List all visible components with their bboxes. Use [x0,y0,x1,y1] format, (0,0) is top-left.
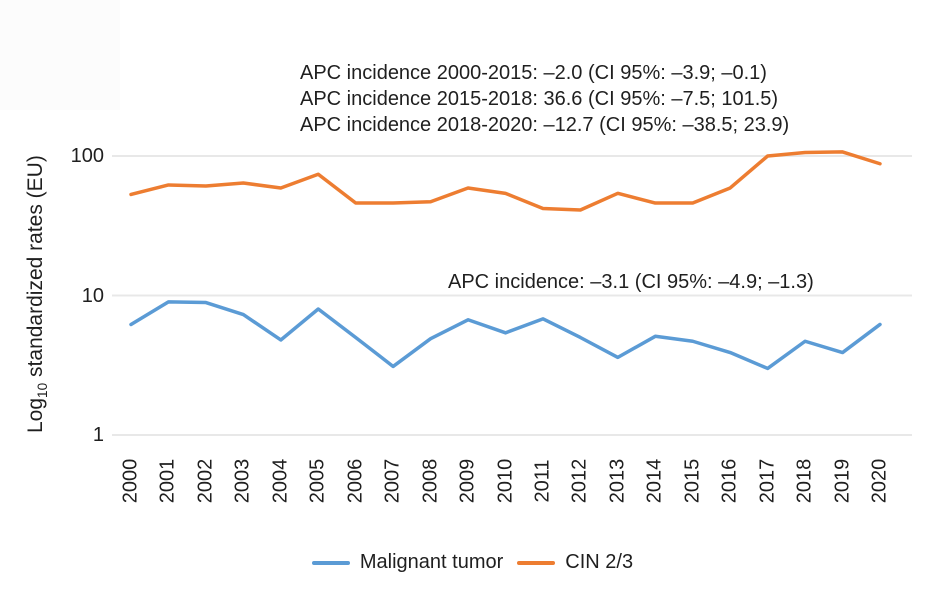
legend-line-swatch-cin [517,560,556,565]
apc-annotation-line-1: APC incidence 2000-2015: –2.0 (CI 95%: –… [300,62,767,84]
x-tick-label-2008: 2008 [419,458,442,504]
x-tick-label-2020: 2020 [868,458,891,504]
legend-item-malignant-tumor: Malignant tumor [311,551,504,574]
apc-annotation-cin-block: APC incidence 2000-2015: –2.0 (CI 95%: –… [300,60,789,138]
x-tick-label-2007: 2007 [381,458,404,504]
y-axis-title-suffix: standardized rates (EU) [23,155,47,383]
y-axis-title-prefix: Log [23,397,47,433]
x-tick-label-2002: 2002 [194,458,217,504]
corner-background-patch [0,0,120,110]
x-tick-label-2013: 2013 [606,458,629,504]
apc-annotation-malignant: APC incidence: –3.1 (CI 95%: –4.9; –1.3) [448,271,814,293]
x-tick-label-2012: 2012 [568,458,591,504]
x-tick-label-2018: 2018 [793,458,816,504]
x-tick-label-2000: 2000 [119,458,142,504]
x-tick-label-2014: 2014 [643,458,666,504]
x-tick-label-2017: 2017 [756,458,779,504]
x-tick-label-2019: 2019 [831,458,854,504]
legend-item-cin: CIN 2/3 [517,551,633,574]
x-tick-label-2001: 2001 [156,458,179,504]
legend: Malignant tumor CIN 2/3 [0,551,945,574]
series-line-cin-2-3 [129,150,882,212]
y-axis-title-subscript: 10 [35,382,51,398]
x-tick-label-2006: 2006 [344,458,367,504]
x-tick-label-2003: 2003 [231,458,254,504]
x-tick-label-2016: 2016 [718,458,741,504]
x-tick-label-2009: 2009 [456,458,479,504]
x-tick-label-2011: 2011 [531,459,554,503]
apc-annotation-line-2: APC incidence 2015-2018: 36.6 (CI 95%: –… [300,88,779,110]
y-tick-label-10: 10 [81,284,104,307]
legend-label-cin: CIN 2/3 [565,551,634,573]
y-tick-label-1: 1 [92,424,104,446]
series-line-malignant-tumor [129,300,882,371]
x-tick-label-2015: 2015 [681,458,704,504]
x-tick-label-2005: 2005 [306,458,329,504]
x-tick-label-2010: 2010 [494,458,516,504]
x-tick-label-2004: 2004 [269,458,292,504]
y-tick-label-100: 100 [70,145,104,167]
apc-annotation-line-3: APC incidence 2018-2020: –12.7 (CI 95%: … [300,114,790,136]
legend-line-swatch-malignant [311,560,350,565]
legend-label-malignant: Malignant tumor [359,551,504,573]
